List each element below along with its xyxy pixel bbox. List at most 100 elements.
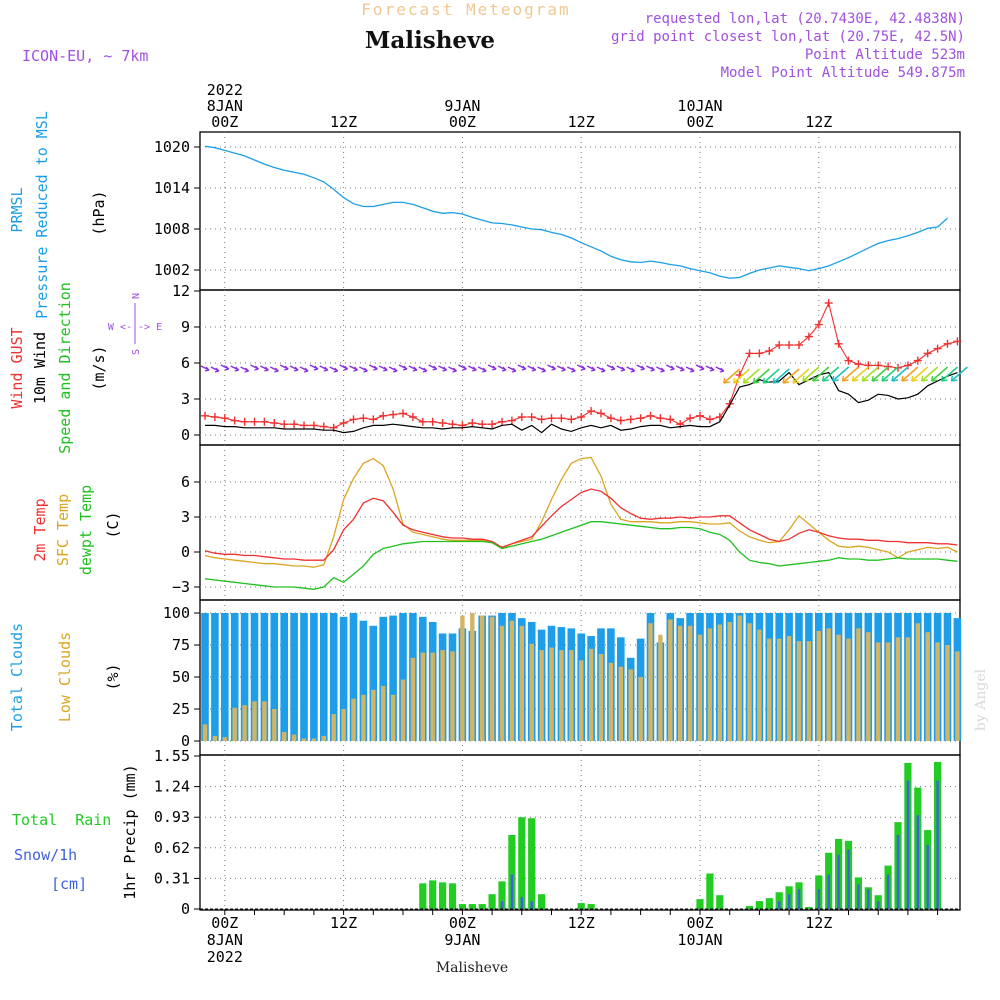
wind-dir-arrow — [841, 366, 860, 382]
gust-point — [577, 413, 586, 421]
low-cloud-bar — [885, 642, 891, 741]
gust-point — [418, 417, 427, 426]
wind-dir-arrow — [537, 366, 547, 373]
wind-dir-shaft — [782, 368, 800, 384]
low-cloud-bar — [935, 642, 940, 741]
wind-dir-arrow — [723, 368, 741, 384]
gust-point — [745, 349, 754, 358]
wind-dir-head — [881, 375, 889, 382]
wind-dir-arrow — [230, 365, 240, 372]
prmsl-label: PRMSL — [8, 187, 26, 232]
low-cloud-bar — [242, 705, 247, 741]
wind-dir-arrow — [477, 366, 487, 373]
precip-ytick-label: 1.55 — [154, 747, 190, 765]
low-cloud-bar — [341, 709, 346, 741]
total-cloud-bar — [389, 615, 397, 741]
wind-dir-head — [551, 365, 556, 371]
gust-point — [339, 419, 348, 427]
precip-ytick-label: 0.31 — [154, 869, 190, 887]
rain-bar — [429, 880, 437, 909]
gust-point — [399, 409, 407, 418]
precip-panel: 0 0.31 0.62 0.93 1.24 1.55 — [154, 747, 961, 918]
snow-bar — [857, 884, 860, 909]
low-cloud-bar — [876, 642, 881, 741]
temp-unit: (C) — [104, 511, 122, 538]
wind-dir-shaft — [812, 366, 830, 382]
gust-point — [201, 411, 209, 420]
total-cloud-bar — [359, 620, 368, 741]
wind-dir-arrow — [260, 365, 269, 372]
pressure-frame — [199, 131, 961, 291]
snow-bar — [827, 874, 830, 909]
model-altitude: Model Point Altitude 549.875m — [721, 65, 965, 81]
gust-point — [220, 414, 229, 423]
low-cloud-bar — [925, 632, 930, 741]
model-label: ICON-EU, ~ 7km — [22, 47, 148, 65]
total-cloud-bar — [399, 613, 407, 741]
low-cloud-bar — [955, 651, 960, 741]
top-time-label: 00Z — [211, 113, 238, 131]
snow-label: Snow/1h — [14, 846, 77, 864]
wind-dir-arrow — [220, 364, 230, 371]
wind-dir-head — [950, 375, 958, 382]
wind-dir-arrow — [527, 365, 537, 372]
low-cloud-bar — [866, 632, 871, 741]
low-cloud-bar — [668, 619, 673, 741]
wind-dir-arrow — [675, 365, 685, 372]
wind-dir-shaft — [881, 366, 899, 382]
wind-dir-head — [772, 377, 780, 384]
wind-dir-arrow — [921, 366, 939, 382]
wind-dir-head — [264, 366, 269, 372]
wind-dir-arrow — [240, 366, 250, 373]
precip-ytick-label: 0.62 — [154, 839, 190, 857]
low-cloud-bar — [658, 634, 663, 741]
rain-bar — [805, 907, 813, 909]
wind-dir-head — [224, 365, 230, 371]
top-time-label: 12Z — [330, 113, 357, 131]
wind-ytick-label: 9 — [181, 318, 190, 336]
gust-point — [953, 337, 962, 346]
low-cloud-bar — [460, 615, 465, 741]
snow-bar — [916, 815, 919, 909]
sfc-temp-line — [204, 456, 958, 568]
low-cloud-bar — [252, 701, 257, 741]
low-cloud-bar — [737, 615, 742, 741]
top-time-label: 00Z — [686, 113, 713, 131]
rain-bar — [755, 901, 763, 909]
low-cloud-bar — [311, 738, 317, 741]
pressure-panel: 1002 1008 1014 1020 — [154, 131, 961, 291]
low-cloud-bar — [757, 629, 762, 741]
wind-dir-head — [762, 377, 770, 384]
rain-bar — [538, 894, 546, 909]
pressure-ytick-label: 1014 — [154, 179, 190, 197]
wind-dir-head — [940, 375, 948, 382]
wind-dir-arrow — [576, 364, 586, 371]
total-cloud-bar — [211, 613, 219, 741]
low-cloud-bar — [588, 648, 594, 741]
wind-dir-head — [412, 366, 418, 372]
total-cloud-bar — [349, 613, 358, 741]
low-cloud-bar — [361, 694, 366, 741]
wind-dir-arrow — [695, 364, 705, 371]
rain-bar — [508, 834, 516, 909]
wind-dir-shaft — [851, 366, 869, 382]
low-cloud-bar — [272, 709, 277, 741]
sfc-label: SFC Temp — [54, 494, 72, 566]
wind-unit: (m/s) — [90, 345, 108, 390]
wind-dir-head — [841, 375, 849, 382]
clouds-unit: (%) — [104, 663, 122, 690]
wind-panel: 0 3 6 9 12 — [172, 282, 961, 446]
wind-dir-label: Speed and Direction — [56, 282, 74, 454]
low-cloud-bar — [826, 628, 831, 741]
wind-dir-head — [511, 367, 517, 373]
bottom-time-label: 12Z — [568, 914, 595, 932]
low-cloud-bar — [222, 737, 227, 741]
snow-bar — [886, 874, 890, 909]
low-cloud-bar — [519, 625, 524, 741]
gust-point — [606, 414, 615, 423]
pressure-ytick-label: 1008 — [154, 220, 190, 238]
low-cloud-bar — [895, 637, 901, 741]
gust-point — [290, 420, 299, 429]
low-cloud-bar — [381, 685, 386, 741]
wind-dir-head — [581, 365, 586, 371]
